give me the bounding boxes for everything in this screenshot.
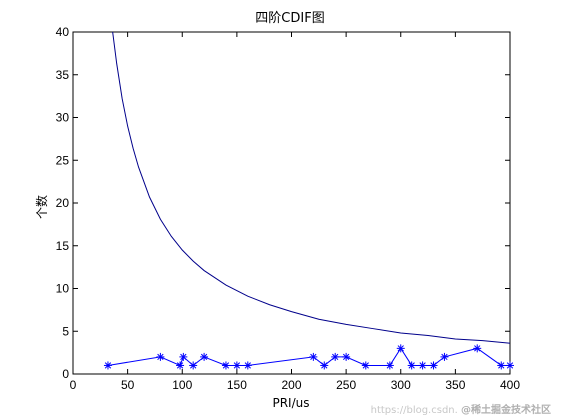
chart-title: 四阶CDIF图 xyxy=(255,11,324,26)
x-axis-ticks: 0 50 100 150 200 250 300 350 400 xyxy=(70,32,520,392)
star-point xyxy=(179,352,188,361)
star-point xyxy=(473,344,482,353)
star-point xyxy=(497,361,506,370)
watermark-brand: @稀土掘金技术社区 xyxy=(461,405,551,416)
y-axis-ticks: 0 5 10 15 20 25 30 35 40 xyxy=(56,25,510,381)
star-point xyxy=(189,361,198,370)
star-point xyxy=(385,361,394,370)
x-axis-title: PRI/us xyxy=(272,396,309,410)
star-point xyxy=(342,352,351,361)
threshold-curve xyxy=(112,32,510,344)
y-tick-label: 20 xyxy=(56,196,70,210)
star-point xyxy=(200,352,209,361)
watermark-url: https://blog.csdn. xyxy=(370,405,458,416)
x-tick-label: 300 xyxy=(391,378,411,392)
y-tick-label: 30 xyxy=(56,111,70,125)
star-point xyxy=(221,361,230,370)
x-tick-label: 50 xyxy=(121,378,135,392)
star-point xyxy=(309,352,318,361)
star-point xyxy=(331,352,340,361)
star-point xyxy=(361,361,370,370)
y-tick-label: 40 xyxy=(56,25,70,39)
star-point xyxy=(243,361,252,370)
watermark: https://blog.csdn. @稀土掘金技术社区 xyxy=(371,401,551,416)
star-point xyxy=(440,352,449,361)
star-point xyxy=(156,352,165,361)
star-point xyxy=(103,361,112,370)
y-tick-label: 10 xyxy=(56,282,70,296)
star-point xyxy=(418,361,427,370)
y-tick-label: 15 xyxy=(56,239,70,253)
series-layer xyxy=(103,32,514,370)
x-tick-label: 350 xyxy=(445,378,465,392)
x-tick-label: 200 xyxy=(281,378,301,392)
star-point xyxy=(429,361,438,370)
star-point xyxy=(176,361,185,370)
plot-area xyxy=(72,31,511,375)
x-tick-label: 100 xyxy=(172,378,192,392)
star-point xyxy=(320,361,329,370)
x-tick-label: 250 xyxy=(336,378,356,392)
star-point xyxy=(232,361,241,370)
y-tick-label: 0 xyxy=(62,367,69,381)
star-point xyxy=(407,361,416,370)
x-tick-label: 150 xyxy=(227,378,247,392)
x-tick-label: 400 xyxy=(500,378,520,392)
x-tick-label: 0 xyxy=(70,378,77,392)
star-point xyxy=(396,344,405,353)
y-tick-label: 35 xyxy=(56,68,70,82)
y-tick-label: 5 xyxy=(62,324,69,338)
y-axis-title: 个数 xyxy=(34,195,49,219)
y-tick-label: 25 xyxy=(56,153,70,167)
star-point xyxy=(506,361,514,370)
